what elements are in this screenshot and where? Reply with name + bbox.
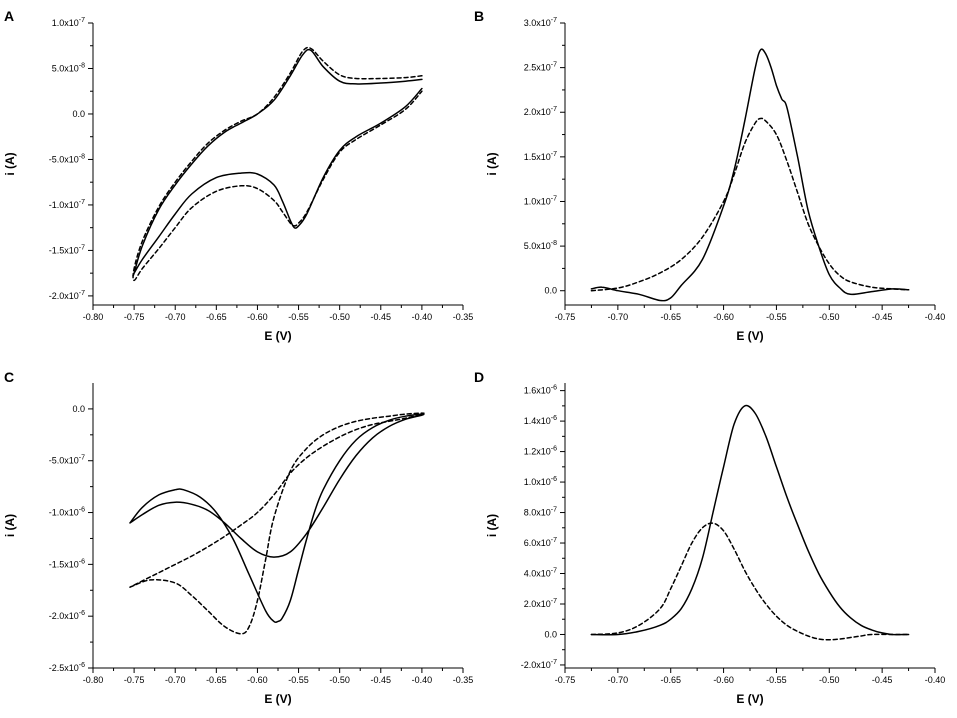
x-tick-label: -0.55 xyxy=(288,675,309,685)
series-dashed-curve xyxy=(129,412,425,635)
y-tick-label: 5.0x10-8 xyxy=(524,240,557,251)
x-tick-label: -0.70 xyxy=(608,312,629,322)
x-tick-label: -0.40 xyxy=(412,675,433,685)
y-tick-label: 1.4x10-6 xyxy=(524,415,557,426)
y-tick-label: 1.2x10-6 xyxy=(524,446,557,457)
x-tick-label: -0.75 xyxy=(124,312,145,322)
series-solid-curve xyxy=(129,413,425,624)
y-tick-label: -2.5x10-6 xyxy=(49,662,85,673)
y-tick-label: 1.0x10-6 xyxy=(524,476,557,487)
y-tick-label: -5.0x10-8 xyxy=(49,153,85,164)
y-tick-label: 2.5x10-7 xyxy=(524,62,557,73)
x-tick-label: -0.45 xyxy=(371,675,392,685)
y-axis-title: i (A) xyxy=(485,152,499,175)
x-tick-label: -0.55 xyxy=(766,675,787,685)
x-tick-label: -0.75 xyxy=(124,675,145,685)
y-tick-label: -1.5x10-7 xyxy=(49,244,85,255)
x-tick-label: -0.65 xyxy=(206,312,227,322)
x-tick-label: -0.75 xyxy=(555,312,576,322)
x-tick-label: -0.60 xyxy=(713,312,734,322)
axes xyxy=(560,22,936,310)
x-axis-title: E (V) xyxy=(264,692,291,706)
y-axis-title: i (A) xyxy=(3,152,17,175)
x-tick-label: -0.45 xyxy=(872,312,893,322)
y-tick-label: -2.0x10-7 xyxy=(49,290,85,301)
y-tick-label: 0.0 xyxy=(544,629,557,639)
axes xyxy=(88,383,464,673)
x-tick-label: -0.80 xyxy=(83,675,104,685)
x-tick-label: -0.80 xyxy=(83,312,104,322)
panel-c: C -0.80 -0.75 -0.70 -0.65 -0.60 -0.55 -0.50 -0.4… xyxy=(3,369,473,706)
axes xyxy=(560,383,936,673)
y-tick-label: 1.5x10-7 xyxy=(524,151,557,162)
x-tick-label: -0.35 xyxy=(453,675,474,685)
x-tick-label: -0.70 xyxy=(165,312,186,322)
y-tick-label: -1.5x10-6 xyxy=(49,558,85,569)
panel-letter: B xyxy=(474,8,484,24)
y-axis-title: i (A) xyxy=(3,514,17,537)
series-solid-curve xyxy=(132,48,423,277)
x-tick-label: -0.45 xyxy=(371,312,392,322)
x-tick-label: -0.60 xyxy=(247,312,268,322)
x-tick-label: -0.40 xyxy=(412,312,433,322)
panel-letter: A xyxy=(4,8,14,24)
y-tick-label: 8.0x10-7 xyxy=(524,507,557,518)
y-tick-label: 3.0x10-7 xyxy=(524,17,557,28)
x-tick-label: -0.60 xyxy=(247,675,268,685)
x-tick-label: -0.55 xyxy=(766,312,787,322)
x-tick-label: -0.55 xyxy=(288,312,309,322)
x-tick-label: -0.50 xyxy=(819,312,840,322)
y-tick-label: -2.0x10-7 xyxy=(521,659,557,670)
x-tick-label: -0.40 xyxy=(925,312,946,322)
y-tick-label: -1.0x10-6 xyxy=(49,507,85,518)
x-axis-title: E (V) xyxy=(736,692,763,706)
series-solid-curve xyxy=(590,404,910,636)
panel-b: B -0.75 -0.70 -0.65 -0.60 -0.55 -0.50 -0.45 -0.4… xyxy=(474,8,945,343)
panel-letter: D xyxy=(474,369,484,385)
x-tick-label: -0.50 xyxy=(819,675,840,685)
series-dashed-curve xyxy=(590,522,910,641)
y-tick-label: 5.0x10-8 xyxy=(52,62,85,73)
y-tick-label: 1.0x10-7 xyxy=(52,17,85,28)
x-tick-label: -0.60 xyxy=(713,675,734,685)
y-tick-label: -2.0x10-6 xyxy=(49,610,85,621)
x-tick-label: -0.50 xyxy=(329,312,350,322)
y-tick-label: -1.0x10-7 xyxy=(49,199,85,210)
x-tick-label: -0.35 xyxy=(453,312,474,322)
y-tick-label: 6.0x10-7 xyxy=(524,537,557,548)
x-axis-title: E (V) xyxy=(736,329,763,343)
y-tick-label: 1.0x10-7 xyxy=(524,195,557,206)
series-dashed-curve xyxy=(590,117,910,292)
x-tick-label: -0.70 xyxy=(608,675,629,685)
x-axis-title: E (V) xyxy=(264,329,291,343)
series-solid-curve xyxy=(590,48,910,302)
series-dashed-curve xyxy=(132,46,423,282)
panel-a: A -0.80 -0.75 -0.70 -0.65 -0.60 -0.55 -0.50 -0.4… xyxy=(3,8,473,343)
y-tick-label: 0.0 xyxy=(72,404,85,414)
x-tick-label: -0.65 xyxy=(660,675,681,685)
x-tick-label: -0.45 xyxy=(872,675,893,685)
y-tick-label: 0.0 xyxy=(72,109,85,119)
x-tick-label: -0.70 xyxy=(165,675,186,685)
y-tick-label: 4.0x10-7 xyxy=(524,568,557,579)
y-tick-label: 1.6x10-6 xyxy=(524,385,557,396)
y-tick-label: 2.0x10-7 xyxy=(524,106,557,117)
axes xyxy=(88,22,464,310)
y-tick-label: -5.0x10-7 xyxy=(49,455,85,466)
x-tick-label: -0.75 xyxy=(555,675,576,685)
panel-letter: C xyxy=(4,369,14,385)
x-tick-label: -0.65 xyxy=(206,675,227,685)
x-tick-label: -0.65 xyxy=(660,312,681,322)
y-axis-title: i (A) xyxy=(485,514,499,537)
x-tick-label: -0.40 xyxy=(925,675,946,685)
x-tick-label: -0.50 xyxy=(329,675,350,685)
y-tick-label: 0.0 xyxy=(544,286,557,296)
panel-d: D -0.75 -0.70 -0.65 -0.60 -0.55 -0.50 -0.45 -0.4… xyxy=(474,369,945,706)
y-tick-label: 2.0x10-7 xyxy=(524,598,557,609)
